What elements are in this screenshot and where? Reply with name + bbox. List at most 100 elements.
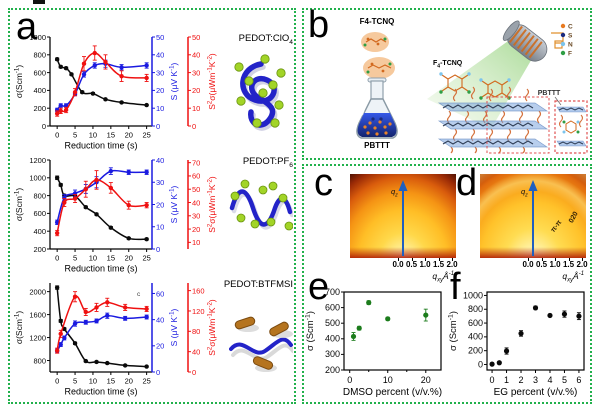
svg-text:5: 5: [562, 375, 567, 385]
svg-text:DMSO percent (v/v.%): DMSO percent (v/v.%): [343, 387, 442, 398]
legend-label-n: N: [568, 42, 573, 49]
svg-text:σ (Scm-1): σ (Scm-1): [448, 311, 460, 351]
gixd-c-block: qz 0.0 0.5 1.0 1.5 2.0 qxyÅ-1: [350, 174, 458, 284]
gixd-c-tick-label: 0.0: [392, 260, 404, 269]
svg-text:700: 700: [325, 287, 340, 297]
polymer-chain: [240, 61, 277, 128]
f4tcnq-blob-2: [363, 57, 395, 79]
svg-text:0: 0: [192, 122, 196, 131]
gixd-c-tickmark: [425, 258, 426, 261]
svg-text:EG percent (v/v.%): EG percent (v/v.%): [494, 387, 578, 398]
panel-b: b F4-TCNQ: [302, 6, 592, 160]
svg-text:20: 20: [125, 377, 133, 386]
legend-label-s: S: [568, 33, 573, 40]
chart-title-btfmsi: PEDOT:BTFMSI: [223, 279, 293, 290]
svg-text:20: 20: [156, 86, 164, 95]
svg-text:3: 3: [533, 375, 538, 385]
svg-text:Reduction time (s): Reduction time (s): [64, 141, 137, 151]
panel-e-label: e: [308, 266, 330, 308]
svg-text:σ(Scm-1): σ(Scm-1): [14, 188, 25, 222]
svg-text:5: 5: [73, 377, 77, 386]
gixd-image-c: qz: [350, 174, 456, 258]
gixd-d-xlabel: qxyÅ-1: [562, 271, 584, 284]
svg-text:σ(Scm-1): σ(Scm-1): [14, 65, 25, 99]
flask: [356, 77, 398, 139]
svg-text:40: 40: [192, 198, 200, 207]
svg-text:0: 0: [490, 375, 495, 385]
gixd-c-tick-label: 2.0: [446, 260, 458, 269]
svg-text:1000: 1000: [29, 33, 46, 42]
svg-text:15: 15: [107, 254, 115, 263]
svg-text:1000: 1000: [29, 174, 46, 183]
gixd-d-annotations: π-π 020: [480, 174, 586, 258]
svg-text:0: 0: [55, 254, 59, 263]
svg-text:30: 30: [192, 212, 200, 221]
svg-text:20: 20: [125, 131, 133, 140]
svg-text:30: 30: [192, 68, 200, 77]
chart-row-pf6: 200 400 600 800 1000 1200 σ(Scm-1) 0 5 10 15 20 25 Re…: [12, 153, 294, 277]
svg-text:S2σ(μWm-1K-2): S2σ(μWm-1K-2): [207, 299, 218, 356]
legend-dot-f: [560, 50, 566, 56]
chart-row-btfmsi: 800 1200 1600 2000 σ(Scm-1) 0 5 10 15 20 25 Reducti…: [12, 276, 294, 400]
chart-dmso: 200 300 400 500 600 700 σ (Scm-1) 0 10 20 DMSO per…: [305, 287, 443, 398]
svg-text:0: 0: [156, 122, 160, 131]
gixd-c-tick-label: 1.0: [419, 260, 431, 269]
svg-text:25: 25: [142, 131, 150, 140]
svg-text:Reduction time (s): Reduction time (s): [64, 387, 137, 397]
chain-shadow: [231, 343, 293, 361]
svg-text:50: 50: [156, 33, 164, 42]
svg-text:S (μV K-1): S (μV K-1): [169, 185, 180, 223]
panel-cdef: c qz 0.0 0.5 1.0 1.5 2.0 qxyÅ-1 d qz π-π 020 …: [302, 164, 592, 404]
legend-dot-c: [560, 23, 566, 29]
svg-text:20: 20: [192, 225, 200, 234]
chart-title-clo4: PEDOT:ClO4: [238, 33, 293, 46]
svg-text:200: 200: [33, 245, 46, 254]
legend-label-c: C: [568, 24, 573, 31]
gixd-d-tick-label: 1.5: [562, 260, 575, 269]
svg-text:1: 1: [504, 375, 509, 385]
dopant-rods: [234, 316, 293, 372]
gixd-c-tickmark: [398, 258, 399, 261]
svg-text:10: 10: [89, 131, 97, 140]
gixd-d-tickmark: [582, 258, 583, 261]
gixd-c-annotations: [350, 174, 456, 258]
coiled-chain-graphic: [234, 54, 286, 131]
liquid-molecules: [363, 120, 392, 136]
gixd-c-tickmark: [411, 258, 413, 261]
svg-text:0: 0: [42, 122, 46, 131]
gixd-c-tickmark: [452, 258, 453, 261]
panel-a: a 0 200 400 600 800 1000 σ(Scm-1) 0 5 10 15 20 25 Red…: [8, 8, 296, 404]
dopant-balls: [234, 54, 286, 128]
svg-text:30: 30: [156, 178, 164, 187]
f4tcnq-blob-1: [361, 32, 389, 52]
polymer-slabs: [437, 102, 549, 148]
svg-text:5: 5: [73, 254, 77, 263]
gixd-d-tickmark: [555, 258, 556, 261]
svg-text:20: 20: [192, 86, 200, 95]
svg-text:0: 0: [156, 368, 160, 377]
svg-text:Reduction time (s): Reduction time (s): [64, 264, 137, 274]
lamp: [502, 20, 548, 62]
svg-text:S2σ(μWm-1K-2): S2σ(μWm-1K-2): [207, 53, 218, 110]
chart-row-clo4: 0 200 400 600 800 1000 σ(Scm-1) 0 5 10 15 20 25 Reduc…: [12, 30, 294, 154]
dopant-balls: [230, 179, 293, 231]
svg-text:10: 10: [89, 377, 97, 386]
svg-text:60: 60: [192, 172, 200, 181]
svg-text:120: 120: [192, 307, 205, 316]
gixd-d-block: qz π-π 020 0.0 0.5 1.0 1.5 2.0 qxyÅ-1: [480, 174, 588, 284]
lamellar-structure: [437, 86, 550, 154]
light-beam: [427, 39, 533, 129]
qz-label-c: qz: [391, 187, 398, 199]
svg-text:10: 10: [192, 238, 200, 247]
svg-text:40: 40: [192, 347, 200, 356]
svg-text:σ(Scm-1): σ(Scm-1): [14, 311, 25, 345]
svg-text:40: 40: [156, 51, 164, 60]
gixd-d-tickmark: [528, 258, 529, 261]
svg-text:20: 20: [125, 254, 133, 263]
polymer-chain: [229, 337, 293, 355]
gixd-d-tickmark: [541, 258, 543, 261]
svg-text:0: 0: [55, 131, 59, 140]
illustration-pf6: PEDOT:PF6: [227, 153, 294, 277]
